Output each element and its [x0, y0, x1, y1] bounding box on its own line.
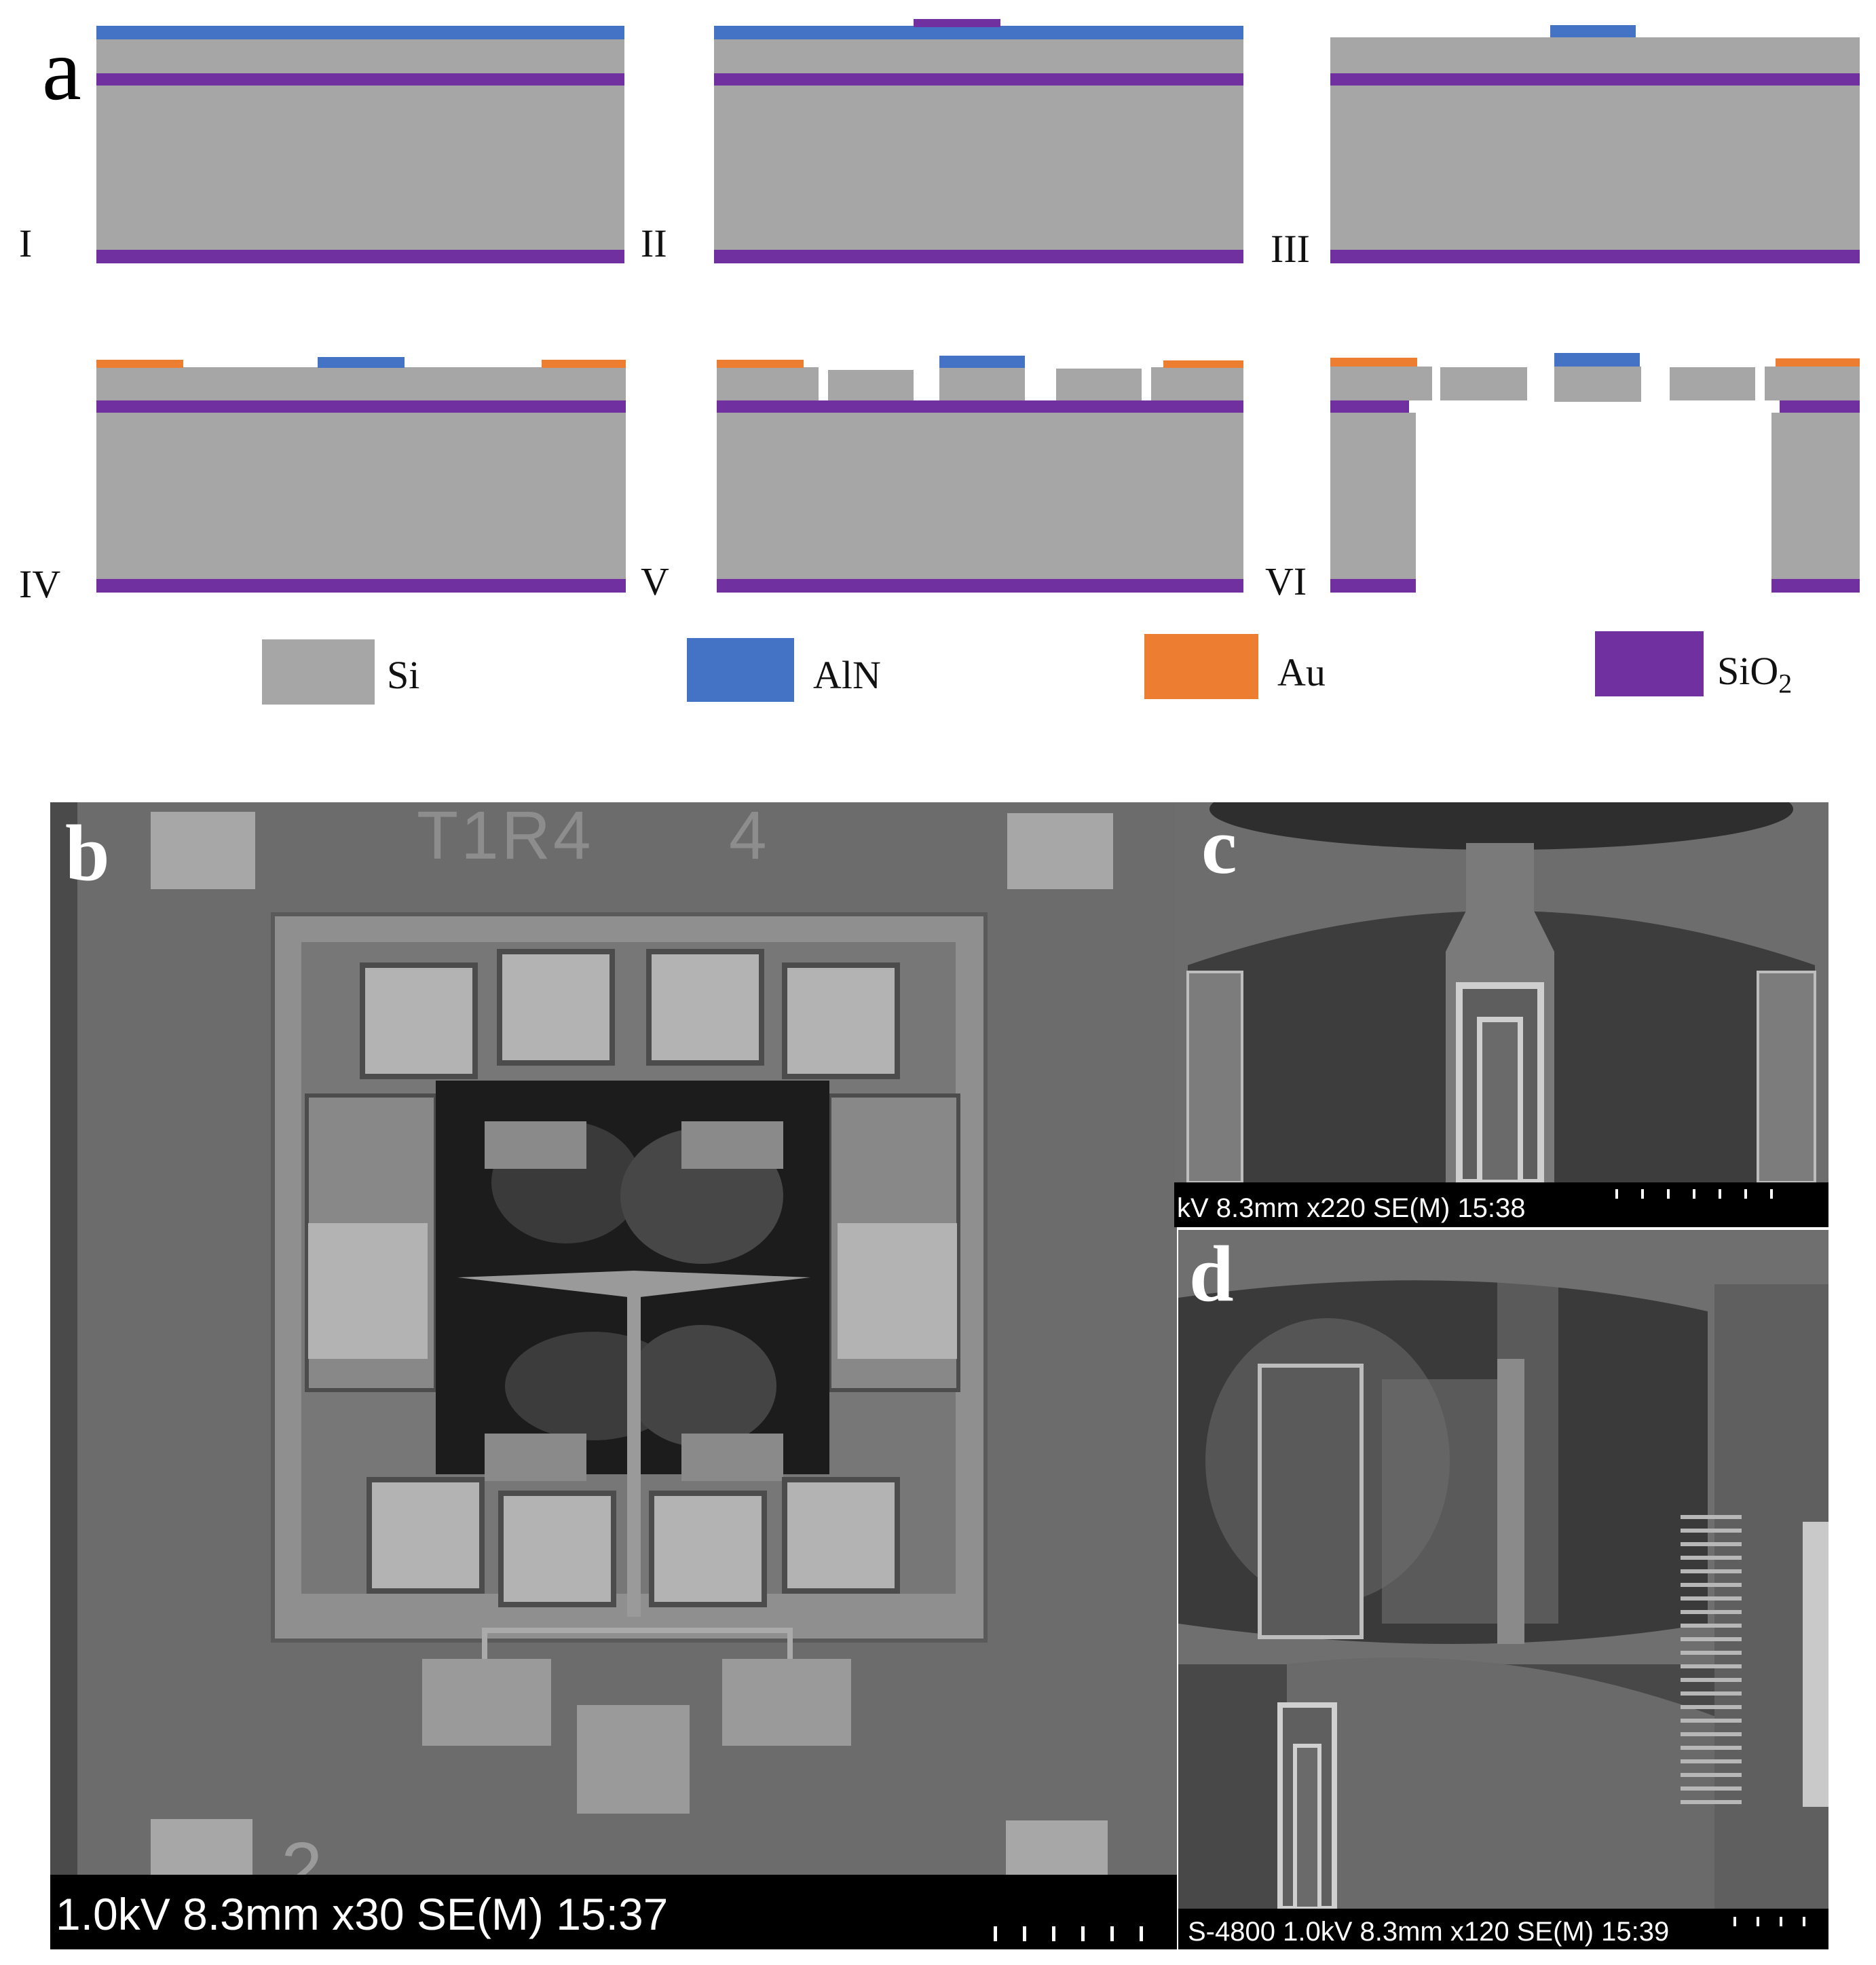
corner-pad [1007, 813, 1113, 889]
si-beam-4 [1670, 367, 1755, 400]
panel-d-letter: d [1189, 1230, 1234, 1318]
legend-swatch-sio2 [1595, 631, 1704, 696]
sio2-box [717, 400, 1243, 413]
scale-ticks [1733, 1917, 1805, 1926]
step-label-2: II [641, 221, 667, 265]
si-beam-3 [1554, 367, 1641, 402]
si-device-layer [96, 367, 626, 400]
panel-d-info-bar: S-4800 1.0kV 8.3mm x120 SE(M) 15:39 [1178, 1909, 1828, 1949]
step-4-stack [96, 357, 626, 593]
si-substrate [717, 413, 1243, 579]
step-6-stack [1330, 353, 1860, 593]
sio2-box [96, 400, 626, 413]
scale-ticks [1615, 1189, 1773, 1199]
sio2-bottom [96, 250, 624, 263]
sem-d-drawing [1178, 1230, 1828, 1949]
panel-d-info-text: S-4800 1.0kV 8.3mm x120 SE(M) 15:39 [1188, 1917, 1670, 1947]
legend-label-aln: AlN [813, 653, 881, 697]
sio2-bottom [717, 579, 1243, 593]
sio2-box [714, 73, 1243, 86]
au-electrode-left [1330, 358, 1417, 367]
si-block-4 [1056, 369, 1142, 400]
au-electrode-right [1776, 358, 1860, 367]
si-substrate-right [1771, 413, 1860, 579]
si-device-layer [96, 39, 624, 73]
panel-c-sem-image: c kV 8.3mm x220 SE(M) 15:38 [1174, 802, 1828, 1227]
panel-c-letter: c [1201, 802, 1237, 891]
sem-c-drawing [1174, 802, 1828, 1227]
si-substrate [96, 413, 626, 579]
si-beam-1 [1330, 367, 1432, 400]
au-electrode-left [717, 360, 804, 368]
step-1-stack [96, 26, 624, 263]
legend-swatch-si [262, 639, 375, 705]
sio2-mask [914, 19, 1000, 27]
sio2-bottom [1330, 250, 1860, 263]
au-electrode-right [1163, 360, 1243, 368]
step-label-6: VI [1265, 559, 1307, 603]
sio2-bottom [714, 250, 1243, 263]
si-block-1 [717, 367, 819, 400]
legend-label-sio2-main: SiO [1717, 649, 1779, 693]
legend-label-au: Au [1277, 650, 1326, 694]
legend-swatch-au [1144, 634, 1258, 699]
chip-label-number: 4 [729, 802, 767, 874]
chip-label-top: T1R4 [417, 802, 594, 874]
step-label-3: III [1271, 227, 1310, 271]
panel-d-sem-image: d S-4800 1.0kV 8.3mm x120 SE(M) 15:39 [1178, 1230, 1828, 1949]
panel-c-info-bar: kV 8.3mm x220 SE(M) 15:38 [1174, 1182, 1828, 1227]
si-device-layer [1330, 37, 1860, 73]
si-beam-2 [1440, 367, 1527, 400]
au-electrode-right [542, 360, 626, 368]
step-label-5: V [641, 559, 669, 603]
sio2-bottom-left [1330, 579, 1416, 593]
comb-fingers [1681, 1515, 1742, 1804]
si-substrate [714, 85, 1243, 250]
si-substrate [1330, 85, 1860, 250]
step-label-1: I [19, 221, 33, 265]
panel-b-info-bar: 1.0kV 8.3mm x30 SE(M) 15:37 [50, 1875, 1177, 1949]
sio2-box [1330, 73, 1860, 86]
si-substrate-left [1330, 413, 1416, 579]
aln-pattern [1550, 25, 1636, 37]
sio2-bottom-right [1771, 579, 1860, 593]
sio2-box-right [1780, 400, 1860, 413]
si-beam-5 [1765, 367, 1860, 400]
panel-b-sem-image: T1R4 4 2 b 1.0kV 8.3mm x30 SE(M) 15:37 [50, 802, 1177, 1949]
sio2-box [96, 73, 624, 86]
step-3-stack [1330, 25, 1860, 263]
aln-pattern [939, 356, 1025, 368]
step-2-stack [714, 19, 1243, 263]
panel-a-letter: a [42, 21, 81, 119]
sio2-box-left [1330, 400, 1409, 413]
legend-label-si: Si [387, 653, 420, 697]
sio2-bottom [96, 579, 626, 593]
legend-swatch-aln [687, 638, 794, 702]
si-substrate [96, 85, 624, 250]
aln-pattern [1554, 353, 1640, 367]
panel-b-info-text: 1.0kV 8.3mm x30 SE(M) 15:37 [56, 1889, 669, 1939]
chip-left-edge [50, 802, 77, 1949]
legend-label-sio2: SiO2 [1717, 652, 1792, 698]
corner-pad [151, 812, 255, 889]
step-label-4: IV [19, 562, 61, 606]
aln-film [714, 26, 1243, 39]
si-block-2 [828, 370, 914, 400]
panel-b-letter: b [65, 808, 110, 897]
au-electrode-left [96, 360, 183, 368]
aln-film [96, 26, 624, 39]
panel-c-info-text: kV 8.3mm x220 SE(M) 15:38 [1177, 1193, 1526, 1223]
si-block-3 [939, 367, 1025, 400]
si-block-5 [1151, 367, 1243, 400]
legend-label-sio2-sub: 2 [1778, 668, 1793, 699]
process-flow-diagram [96, 19, 1860, 705]
step-5-stack [717, 356, 1243, 593]
si-device-layer [714, 39, 1243, 73]
scale-ticks [994, 1926, 1143, 1941]
aln-pattern [318, 357, 405, 368]
sem-b-drawing [50, 802, 1177, 1949]
